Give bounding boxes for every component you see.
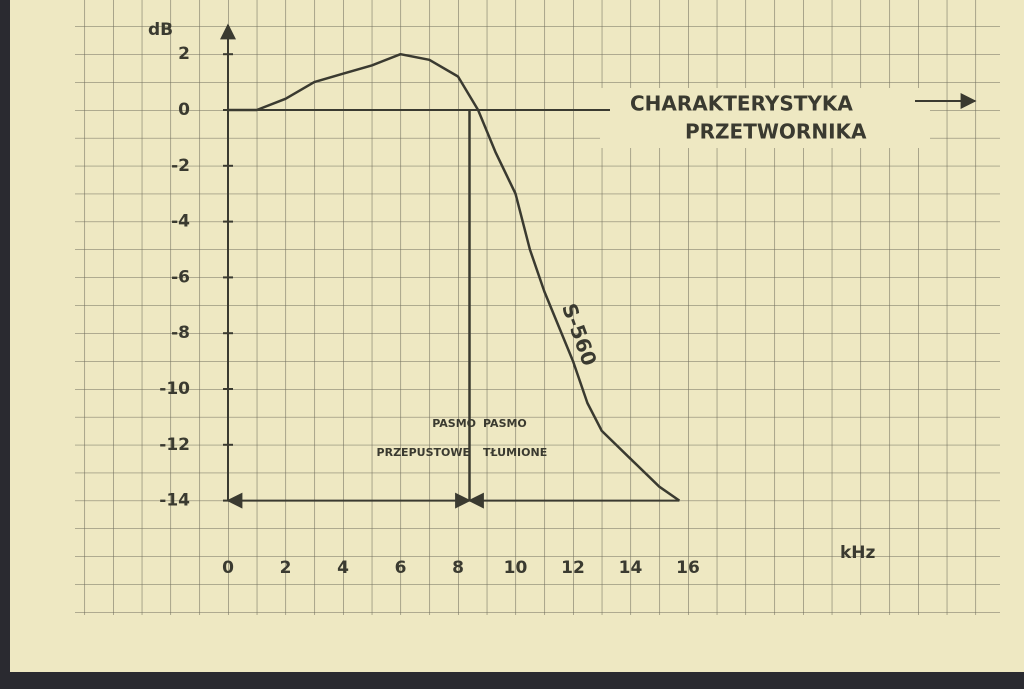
y-tick-label: -4	[171, 212, 190, 232]
x-tick-label: 14	[619, 558, 643, 578]
x-tick-label: 6	[395, 558, 407, 578]
x-tick-label: 0	[222, 558, 234, 578]
x-tick-label: 10	[504, 558, 528, 578]
y-tick-label: -12	[159, 435, 190, 455]
x-tick-label: 4	[337, 558, 349, 578]
annotation: CHARAKTERYSTYKA	[630, 92, 853, 116]
x-tick-label: 8	[452, 558, 464, 578]
x-axis-label: kHz	[840, 543, 876, 563]
band-label: PASMO	[483, 417, 527, 430]
y-axis-label: dB	[148, 20, 173, 40]
y-tick-label: -2	[171, 156, 190, 176]
band-label: TŁUMIONE	[483, 446, 547, 459]
y-tick-label: 2	[178, 44, 190, 64]
x-tick-label: 12	[561, 558, 585, 578]
band-label: PASMO	[432, 417, 476, 430]
y-tick-label: -6	[171, 267, 190, 287]
label-bg	[600, 88, 930, 148]
x-tick-label: 16	[676, 558, 700, 578]
response-curve	[228, 52, 681, 502]
annotation: PRZETWORNIKA	[685, 120, 867, 144]
x-tick-label: 2	[280, 558, 292, 578]
y-tick-label: -10	[159, 379, 190, 399]
y-tick-label: 0	[178, 100, 190, 120]
band-label: PRZEPUSTOWE	[377, 446, 470, 459]
y-tick-label: -8	[171, 323, 190, 343]
y-tick-label: -14	[159, 491, 190, 511]
